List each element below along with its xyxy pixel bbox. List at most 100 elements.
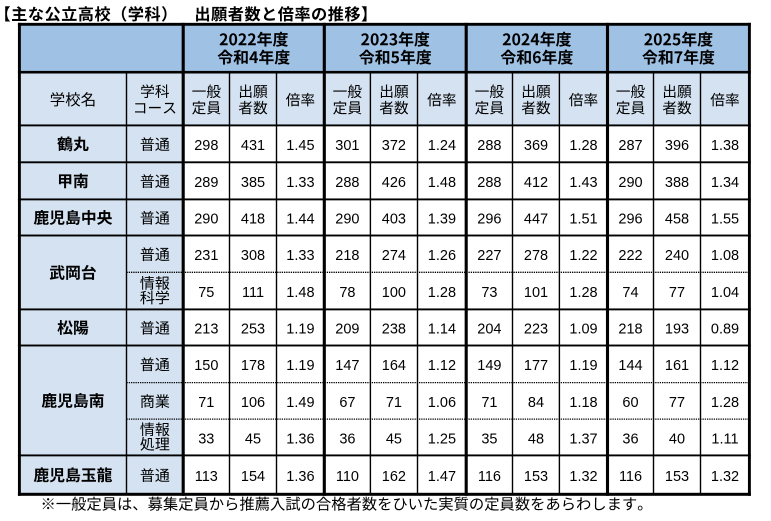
svg-text:274: 274 — [382, 248, 406, 264]
svg-text:1.45: 1.45 — [286, 138, 314, 154]
svg-text:447: 447 — [524, 212, 548, 228]
svg-text:1.44: 1.44 — [286, 212, 314, 228]
svg-text:74: 74 — [622, 285, 638, 301]
svg-text:153: 153 — [665, 469, 689, 485]
svg-text:110: 110 — [336, 469, 359, 485]
svg-text:1.39: 1.39 — [428, 212, 456, 228]
svg-text:222: 222 — [618, 248, 642, 264]
svg-text:113: 113 — [195, 469, 218, 485]
svg-text:289: 289 — [194, 175, 218, 191]
svg-text:1.28: 1.28 — [569, 138, 597, 154]
svg-text:60: 60 — [622, 395, 638, 411]
svg-text:253: 253 — [241, 322, 265, 338]
svg-text:35: 35 — [481, 431, 497, 447]
svg-text:218: 218 — [335, 248, 359, 264]
svg-text:231: 231 — [194, 248, 218, 264]
svg-text:1.25: 1.25 — [428, 431, 456, 447]
svg-text:369: 369 — [524, 138, 548, 154]
svg-text:1.51: 1.51 — [569, 212, 597, 228]
svg-text:71: 71 — [481, 395, 497, 411]
svg-text:296: 296 — [477, 212, 501, 228]
svg-text:1.43: 1.43 — [569, 175, 597, 191]
svg-text:1.12: 1.12 — [711, 358, 739, 374]
svg-text:73: 73 — [481, 285, 497, 301]
svg-text:67: 67 — [339, 395, 355, 411]
svg-text:1.09: 1.09 — [569, 322, 597, 338]
svg-text:287: 287 — [618, 138, 642, 154]
svg-text:458: 458 — [665, 212, 689, 228]
svg-text:1.14: 1.14 — [428, 322, 456, 338]
svg-text:1.28: 1.28 — [711, 395, 739, 411]
svg-text:106: 106 — [241, 395, 265, 411]
svg-text:154: 154 — [241, 469, 265, 485]
svg-text:144: 144 — [618, 358, 642, 374]
svg-text:1.18: 1.18 — [569, 395, 597, 411]
svg-text:209: 209 — [335, 322, 359, 338]
svg-text:213: 213 — [194, 322, 218, 338]
svg-text:1.36: 1.36 — [286, 431, 314, 447]
svg-text:426: 426 — [382, 175, 406, 191]
svg-text:218: 218 — [618, 322, 642, 338]
svg-text:238: 238 — [382, 322, 406, 338]
svg-text:193: 193 — [665, 322, 689, 338]
svg-text:308: 308 — [241, 248, 265, 264]
svg-text:1.32: 1.32 — [711, 469, 739, 485]
svg-text:1.32: 1.32 — [569, 469, 597, 485]
svg-text:178: 178 — [241, 358, 265, 374]
svg-text:240: 240 — [665, 248, 689, 264]
svg-text:1.36: 1.36 — [286, 469, 314, 485]
svg-text:1.19: 1.19 — [286, 358, 314, 374]
svg-text:48: 48 — [528, 431, 544, 447]
svg-text:298: 298 — [194, 138, 218, 154]
svg-text:78: 78 — [339, 285, 355, 301]
svg-text:1.06: 1.06 — [428, 395, 456, 411]
svg-text:278: 278 — [524, 248, 548, 264]
svg-text:1.48: 1.48 — [286, 285, 314, 301]
svg-text:1.33: 1.33 — [286, 175, 314, 191]
svg-text:36: 36 — [622, 431, 638, 447]
svg-text:116: 116 — [478, 469, 501, 485]
svg-text:45: 45 — [386, 431, 402, 447]
svg-text:1.34: 1.34 — [711, 175, 739, 191]
svg-text:153: 153 — [524, 469, 548, 485]
svg-text:388: 388 — [665, 175, 689, 191]
svg-text:1.19: 1.19 — [286, 322, 314, 338]
svg-text:418: 418 — [241, 212, 265, 228]
svg-text:288: 288 — [335, 175, 359, 191]
svg-text:1.48: 1.48 — [428, 175, 456, 191]
svg-text:288: 288 — [477, 138, 501, 154]
svg-text:301: 301 — [335, 138, 359, 154]
svg-text:1.19: 1.19 — [569, 358, 597, 374]
svg-text:36: 36 — [339, 431, 355, 447]
svg-text:111: 111 — [242, 285, 264, 301]
svg-text:223: 223 — [524, 322, 548, 338]
svg-text:77: 77 — [669, 285, 685, 301]
svg-text:1.55: 1.55 — [711, 212, 739, 228]
svg-text:412: 412 — [524, 175, 548, 191]
svg-text:431: 431 — [241, 138, 265, 154]
svg-text:288: 288 — [477, 175, 501, 191]
svg-text:385: 385 — [241, 175, 265, 191]
svg-text:100: 100 — [382, 285, 406, 301]
svg-text:1.28: 1.28 — [569, 285, 597, 301]
svg-text:1.49: 1.49 — [286, 395, 314, 411]
svg-text:177: 177 — [524, 358, 548, 374]
svg-text:1.37: 1.37 — [569, 431, 597, 447]
svg-text:1.47: 1.47 — [428, 469, 456, 485]
svg-text:77: 77 — [669, 395, 685, 411]
svg-text:227: 227 — [477, 248, 501, 264]
svg-text:75: 75 — [198, 285, 214, 301]
svg-text:40: 40 — [669, 431, 685, 447]
svg-text:71: 71 — [386, 395, 402, 411]
svg-text:147: 147 — [335, 358, 359, 374]
svg-text:403: 403 — [382, 212, 406, 228]
svg-text:290: 290 — [194, 212, 218, 228]
svg-text:71: 71 — [198, 395, 214, 411]
svg-text:116: 116 — [619, 469, 642, 485]
svg-text:1.12: 1.12 — [428, 358, 456, 374]
svg-text:101: 101 — [524, 285, 548, 301]
svg-text:290: 290 — [335, 212, 359, 228]
svg-text:396: 396 — [665, 138, 689, 154]
svg-text:149: 149 — [477, 358, 501, 374]
svg-text:161: 161 — [665, 358, 689, 374]
